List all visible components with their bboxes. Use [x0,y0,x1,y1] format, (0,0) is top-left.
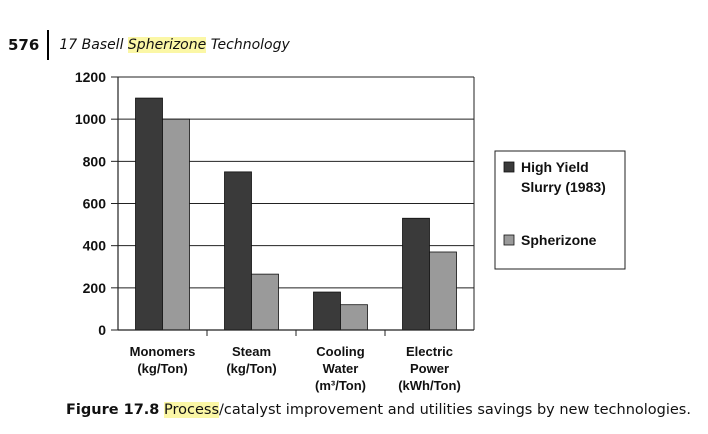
bars [135,97,457,331]
legend: High Yield Slurry (1983) Spherizone [494,150,626,270]
bar [313,291,341,331]
y-tick-label: 400 [83,238,107,254]
axes [111,76,475,336]
x-tick-label: Steam [232,344,271,359]
y-tick-label: 800 [83,153,107,169]
y-tick-label: 1000 [75,111,106,127]
x-tick-label: (kWh/Ton) [398,378,461,393]
caption-highlight: Process [164,402,220,418]
x-tick-label: Electric [406,344,453,359]
bar [162,118,190,331]
y-tick-label: 0 [98,322,106,338]
title-highlight: Spherizone [127,37,207,53]
header-rule [47,30,50,60]
y-tick-label: 1200 [75,69,106,85]
running-title: 17 Basell Spherizone Technology [59,37,290,53]
bar [402,217,430,331]
x-tick-label: Cooling [316,344,364,359]
caption-text: /catalyst improvement and utilities savi… [219,402,691,418]
x-tick-label: Monomers [130,344,196,359]
bar [224,171,252,331]
page-number: 576 [8,36,40,54]
legend-swatch [503,161,515,173]
x-tick-label: (kg/Ton) [226,361,276,376]
legend-box [494,150,626,270]
bar-chart: 0 200 400 600 800 1000 1200 Monomers (kg/Ton) St… [75,69,626,393]
y-tick-label: 200 [83,280,107,296]
legend-label: Spherizone [521,232,597,248]
legend-swatch [503,234,515,246]
x-tick-labels: Monomers (kg/Ton) Steam (kg/Ton) Cooling Wate… [130,344,461,393]
x-tick-label: Power [410,361,449,376]
y-tick-labels: 0 200 400 600 800 1000 1200 [75,69,106,338]
running-header: 576 17 Basell Spherizone Technology [8,28,290,62]
caption-label: Figure 17.8 [66,402,160,418]
chapter-number: 17 [59,37,78,53]
legend-label: High Yield [521,159,589,175]
legend-label: Slurry (1983) [521,179,606,195]
x-tick-label: (kg/Ton) [137,361,187,376]
bar [429,251,457,331]
x-tick-label: Water [323,361,359,376]
x-tick-label: (m³/Ton) [315,378,366,393]
bar [135,97,163,331]
title-after: Technology [210,37,290,53]
bar [251,273,279,331]
y-tick-label: 600 [83,196,107,212]
title-before: Basell [81,37,124,53]
figure-caption: Figure 17.8 Process/catalyst improvement… [66,402,691,418]
bar [340,304,368,331]
